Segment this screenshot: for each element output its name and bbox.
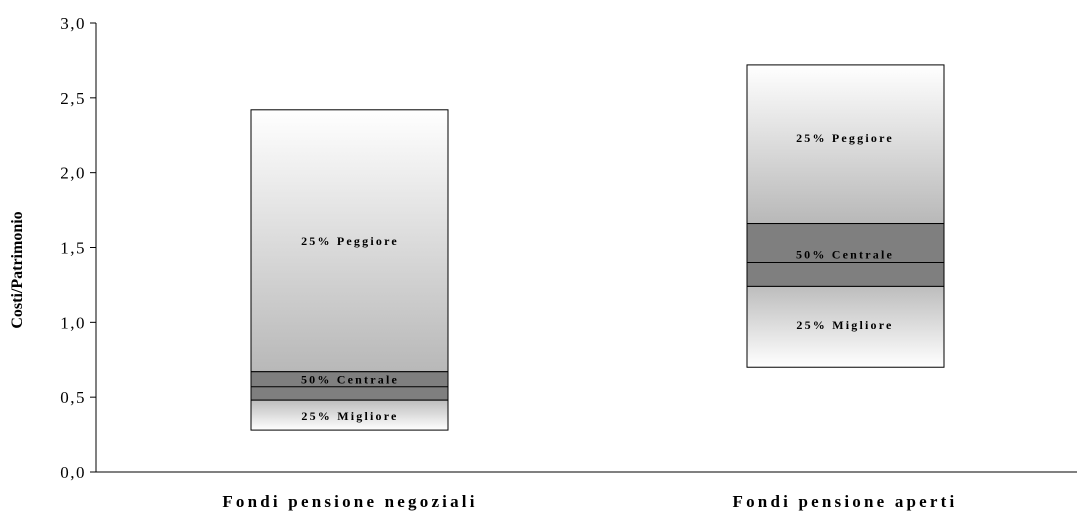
segment-label-upper: 25% Peggiore — [796, 131, 894, 145]
y-tick-label: 0,0 — [60, 463, 86, 482]
bar-segment-lower — [746, 285, 945, 368]
category-labels: Fondi pensione negoziali Fondi pensione a… — [222, 492, 958, 511]
segment-label-middle: 50% Centrale — [796, 247, 894, 261]
y-tick-label: 0,5 — [60, 388, 86, 407]
x-category-label: Fondi pensione negoziali — [222, 492, 477, 511]
x-category-label: Fondi pensione aperti — [733, 492, 958, 511]
bar-segment-middle — [250, 371, 449, 401]
y-tick-label: 1,5 — [60, 239, 86, 258]
y-axis-ticks: 0,0 0,5 1,0 1,5 2,0 2,5 3,0 — [60, 14, 96, 482]
segment-label-lower: 25% Migliore — [796, 318, 893, 332]
bar-segment-middle — [746, 223, 945, 287]
bar-segment-upper — [746, 64, 945, 225]
segment-label-upper: 25% Peggiore — [301, 234, 399, 248]
bar-segment-lower — [250, 399, 449, 431]
y-axis-label: Costi/Patrimonio — [9, 211, 26, 328]
y-tick-label: 3,0 — [60, 14, 86, 33]
y-tick-label: 1,0 — [60, 313, 86, 332]
bars-group: 25% Peggiore 50% Centrale 25% Migliore 25% … — [250, 64, 945, 431]
y-tick-label: 2,5 — [60, 89, 86, 108]
y-tick-label: 2,0 — [60, 164, 86, 183]
segment-label-lower: 25% Migliore — [301, 409, 398, 423]
segment-label-middle: 50% Centrale — [301, 373, 399, 387]
